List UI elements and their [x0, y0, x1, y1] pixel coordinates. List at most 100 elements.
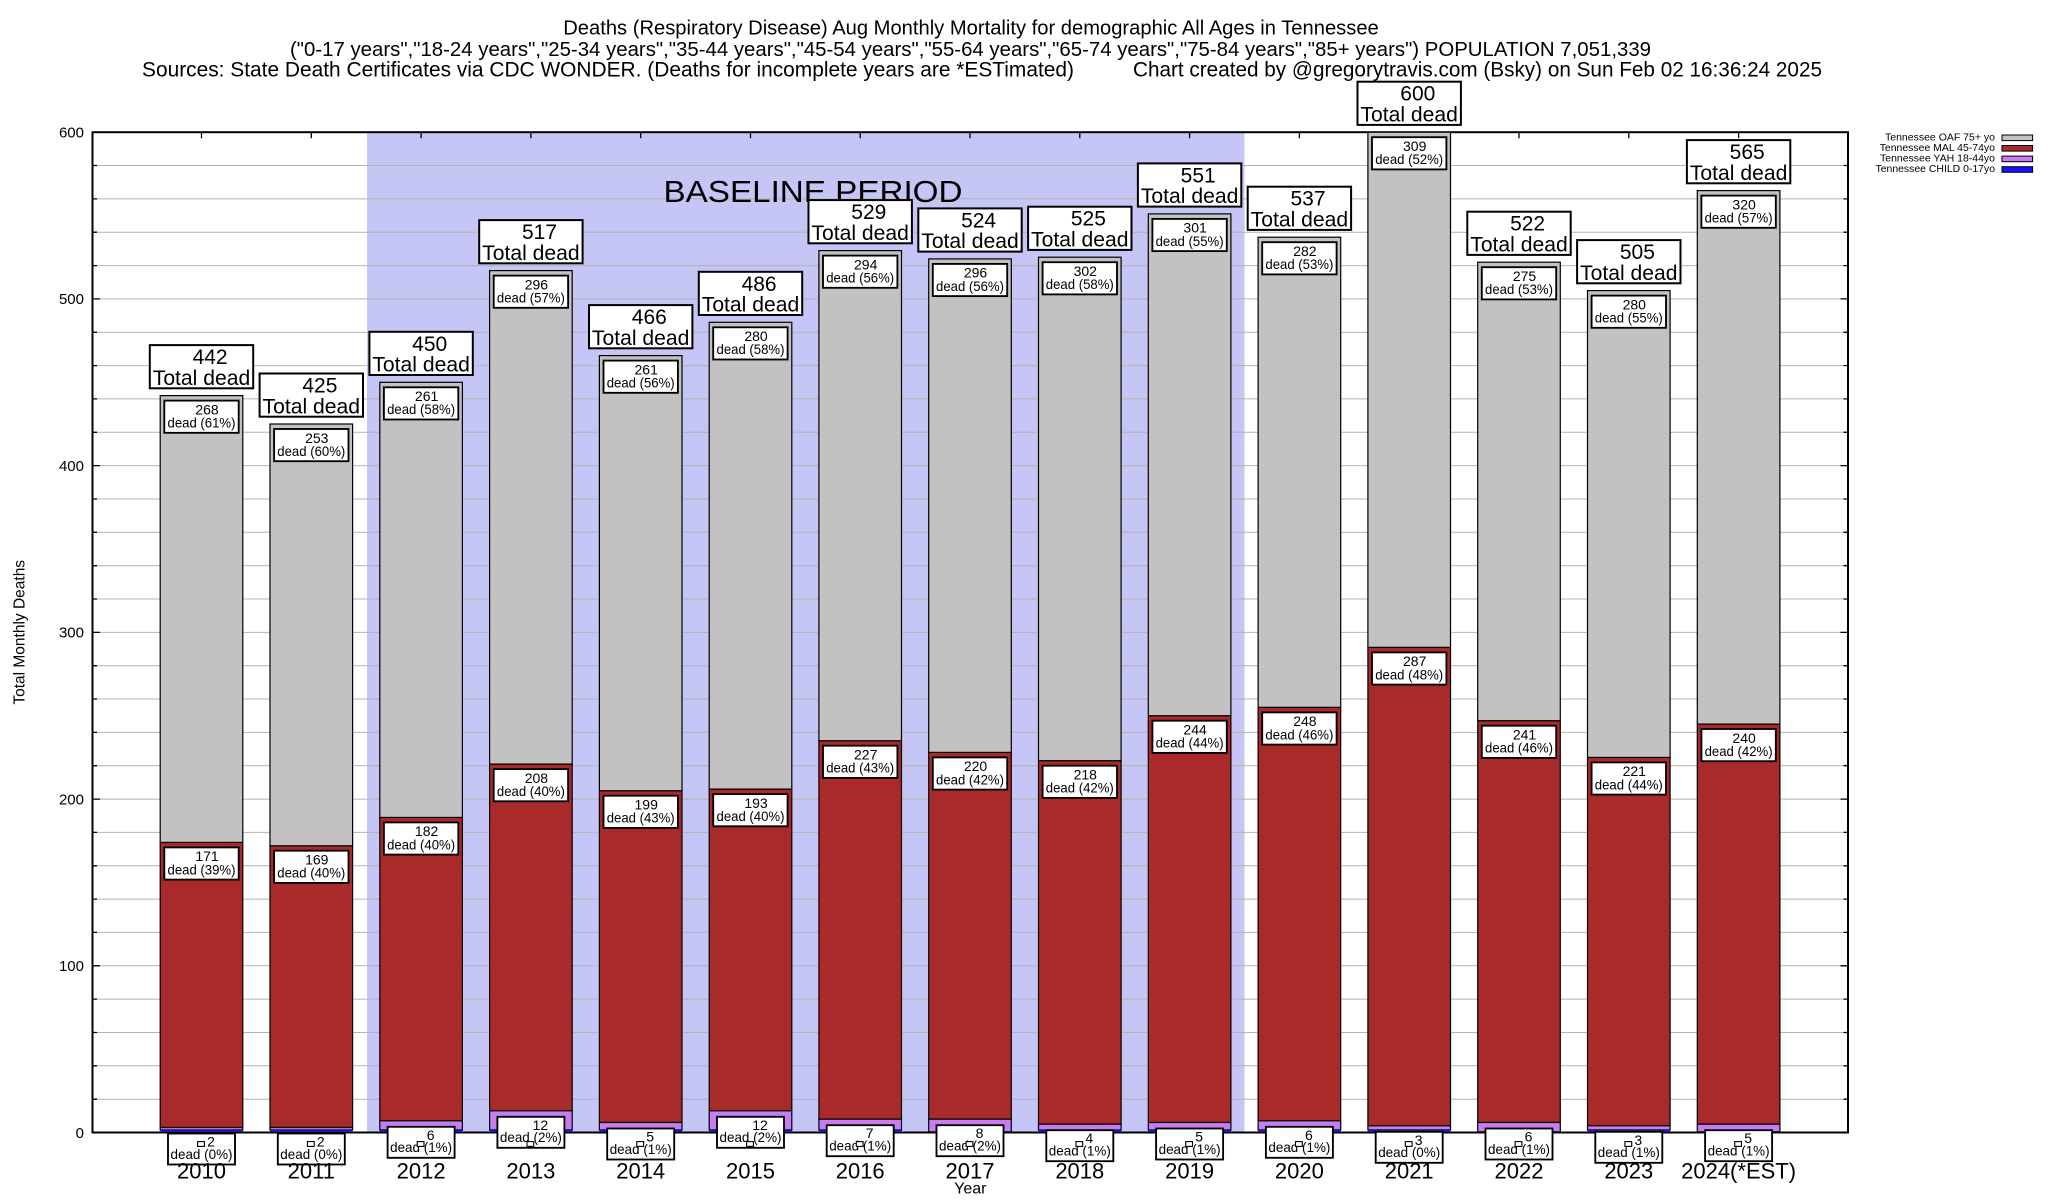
svg-text:Total dead: Total dead: [921, 230, 1019, 253]
svg-text:2016: 2016: [836, 1158, 885, 1183]
svg-text:2018: 2018: [1055, 1158, 1104, 1183]
svg-text:dead (44%): dead (44%): [1595, 776, 1663, 792]
svg-text:169: 169: [305, 852, 329, 868]
svg-text:551: 551: [1181, 164, 1216, 187]
svg-text:Sources: State Death Certifica: Sources: State Death Certificates via CD…: [142, 58, 1074, 81]
svg-text:dead (58%): dead (58%): [387, 401, 455, 417]
svg-text:12: 12: [752, 1117, 768, 1133]
svg-text:dead (52%): dead (52%): [1375, 151, 1443, 167]
svg-text:208: 208: [525, 770, 549, 786]
svg-text:522: 522: [1510, 213, 1545, 236]
svg-text:dead (61%): dead (61%): [168, 415, 236, 431]
svg-text:280: 280: [1623, 296, 1647, 312]
svg-text:227: 227: [854, 747, 878, 763]
svg-text:268: 268: [195, 401, 219, 417]
svg-text:dead (53%): dead (53%): [1485, 281, 1553, 297]
svg-text:524: 524: [961, 209, 996, 232]
svg-text:182: 182: [415, 823, 439, 839]
svg-text:dead (42%): dead (42%): [1046, 780, 1114, 796]
svg-text:Total Monthly Deaths: Total Monthly Deaths: [12, 560, 29, 705]
svg-text:dead (56%): dead (56%): [936, 278, 1004, 294]
svg-text:Total dead: Total dead: [1360, 104, 1458, 127]
svg-text:525: 525: [1071, 208, 1106, 231]
svg-text:dead (53%): dead (53%): [1265, 256, 1333, 272]
svg-text:425: 425: [302, 375, 337, 398]
svg-text:dead (1%): dead (1%): [1268, 1139, 1330, 1155]
svg-text:dead (55%): dead (55%): [1595, 310, 1663, 326]
svg-text:6: 6: [1525, 1129, 1533, 1145]
svg-text:2015: 2015: [726, 1158, 775, 1183]
svg-text:Total dead: Total dead: [1470, 234, 1568, 257]
svg-text:dead (42%): dead (42%): [1705, 743, 1773, 759]
svg-text:442: 442: [193, 346, 228, 369]
svg-text:100: 100: [59, 958, 84, 975]
svg-text:2020: 2020: [1275, 1158, 1324, 1183]
svg-text:dead (60%): dead (60%): [277, 443, 345, 459]
svg-text:6: 6: [1305, 1127, 1313, 1143]
svg-text:Total dead: Total dead: [1580, 262, 1678, 285]
svg-text:2022: 2022: [1495, 1158, 1544, 1183]
svg-text:dead (1%): dead (1%): [1708, 1143, 1770, 1159]
svg-text:2012: 2012: [397, 1158, 446, 1183]
svg-text:7: 7: [866, 1125, 874, 1141]
svg-text:3: 3: [1415, 1132, 1423, 1148]
svg-text:2023: 2023: [1604, 1158, 1653, 1183]
svg-text:4: 4: [1085, 1130, 1093, 1146]
svg-text:6: 6: [427, 1127, 435, 1143]
svg-text:dead (42%): dead (42%): [936, 771, 1004, 787]
svg-text:dead (1%): dead (1%): [1159, 1141, 1221, 1157]
svg-text:600: 600: [1400, 83, 1435, 106]
svg-text:dead (1%): dead (1%): [1598, 1144, 1660, 1160]
svg-text:517: 517: [522, 221, 557, 244]
svg-text:dead (48%): dead (48%): [1375, 666, 1443, 682]
svg-text:2017: 2017: [946, 1158, 995, 1183]
svg-text:dead (57%): dead (57%): [497, 290, 565, 306]
svg-text:0: 0: [76, 1125, 84, 1142]
svg-text:dead (2%): dead (2%): [720, 1129, 782, 1145]
svg-text:dead (58%): dead (58%): [717, 341, 785, 357]
svg-text:537: 537: [1290, 188, 1325, 211]
svg-text:dead (57%): dead (57%): [1705, 210, 1773, 226]
svg-text:dead (40%): dead (40%): [717, 808, 785, 824]
svg-text:dead (40%): dead (40%): [277, 865, 345, 881]
svg-text:Chart created by @gregorytravi: Chart created by @gregorytravis.com (Bsk…: [1133, 58, 1822, 81]
svg-text:199: 199: [635, 797, 659, 813]
svg-text:Total dead: Total dead: [372, 354, 470, 377]
svg-text:dead (1%): dead (1%): [390, 1139, 452, 1155]
svg-text:Total dead: Total dead: [1251, 209, 1349, 232]
svg-text:287: 287: [1403, 653, 1427, 669]
svg-text:dead (0%): dead (0%): [280, 1146, 342, 1162]
svg-text:Tennessee MAL 45-74yo: Tennessee MAL 45-74yo: [1880, 142, 1995, 154]
svg-text:dead (39%): dead (39%): [168, 861, 236, 877]
svg-text:dead (56%): dead (56%): [826, 270, 894, 286]
svg-text:320: 320: [1732, 196, 1756, 212]
svg-text:193: 193: [744, 795, 768, 811]
svg-text:486: 486: [742, 273, 777, 296]
svg-text:Total dead: Total dead: [1031, 229, 1129, 252]
svg-text:dead (1%): dead (1%): [610, 1141, 672, 1157]
svg-text:dead (1%): dead (1%): [1488, 1141, 1550, 1157]
svg-text:261: 261: [415, 388, 439, 404]
svg-text:2: 2: [207, 1134, 215, 1150]
svg-text:302: 302: [1074, 263, 1098, 279]
svg-text:296: 296: [525, 276, 549, 292]
svg-text:171: 171: [195, 848, 219, 864]
svg-text:Deaths (Respiratory Disease) A: Deaths (Respiratory Disease) Aug Monthly…: [563, 17, 1379, 40]
svg-text:300: 300: [59, 625, 84, 642]
svg-text:("0-17 years","18-24 years","2: ("0-17 years","18-24 years","25-34 years…: [290, 38, 1651, 61]
svg-text:280: 280: [744, 328, 768, 344]
svg-text:dead (40%): dead (40%): [387, 836, 455, 852]
svg-text:2014: 2014: [616, 1158, 665, 1183]
svg-text:Tennessee CHILD 0-17yo: Tennessee CHILD 0-17yo: [1876, 163, 1996, 175]
svg-text:dead (43%): dead (43%): [607, 810, 675, 826]
svg-text:dead (46%): dead (46%): [1485, 740, 1553, 756]
svg-text:Total dead: Total dead: [153, 367, 251, 390]
svg-text:600: 600: [59, 125, 84, 142]
svg-text:450: 450: [412, 333, 447, 356]
svg-text:2: 2: [317, 1134, 325, 1150]
svg-text:200: 200: [59, 791, 84, 808]
svg-text:282: 282: [1293, 243, 1317, 259]
svg-text:dead (44%): dead (44%): [1156, 735, 1224, 751]
svg-text:466: 466: [632, 306, 667, 329]
svg-text:Total dead: Total dead: [592, 327, 690, 350]
